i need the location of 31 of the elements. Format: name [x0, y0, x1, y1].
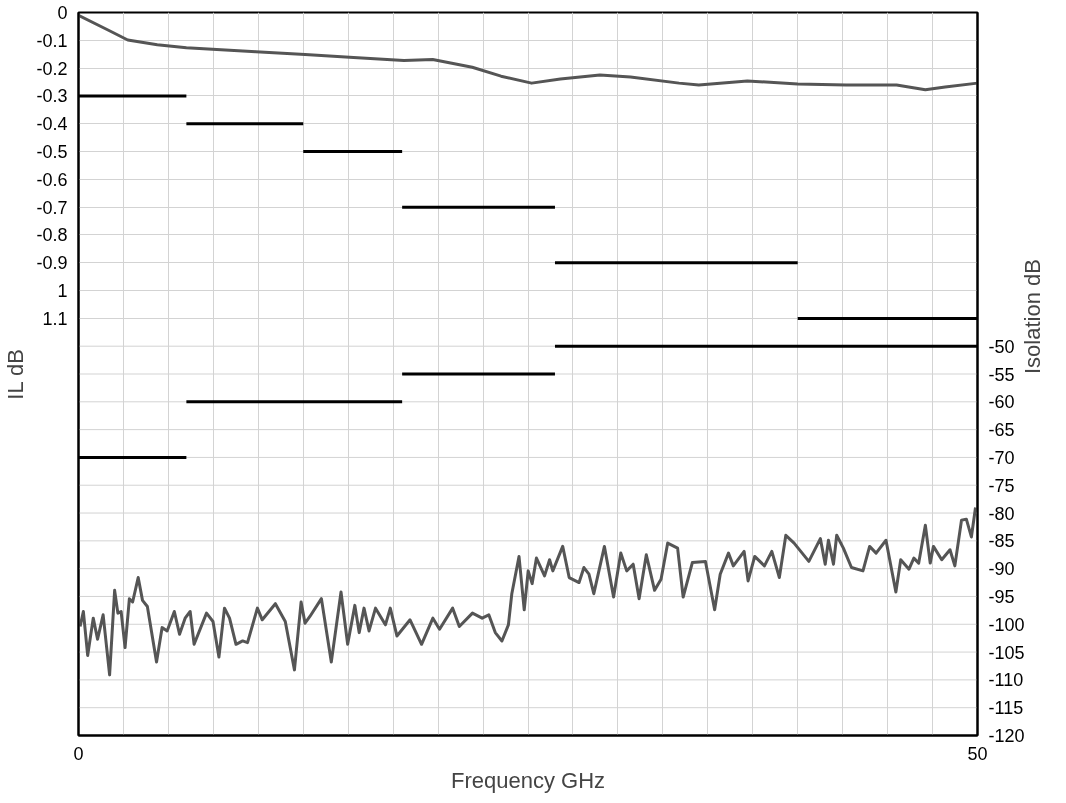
y2-tick-label: -80 — [988, 503, 1015, 524]
y2-tick-label: -60 — [988, 392, 1015, 413]
y-axis-title: IL dB — [3, 349, 29, 400]
y2-tick-label: -100 — [988, 614, 1025, 635]
y2-tick-label: -105 — [988, 642, 1025, 663]
x-axis-title: Frequency GHz — [450, 767, 606, 793]
y2-tick-label: -65 — [988, 420, 1015, 441]
y-tick-label: -0.6 — [36, 169, 68, 190]
y-tick-label: -0.4 — [36, 114, 68, 135]
y2-tick-label: -75 — [988, 475, 1015, 496]
y2-tick-label: -85 — [988, 531, 1015, 552]
y-tick-label: -0.8 — [36, 225, 68, 246]
y2-tick-label: -90 — [988, 559, 1015, 580]
y2-axis-title: Isolation dB — [1020, 259, 1046, 374]
y2-tick-label: -55 — [988, 364, 1015, 385]
y2-tick-label: -115 — [988, 698, 1024, 719]
y2-tick-label: -50 — [988, 336, 1015, 357]
y-tick-label: -0.2 — [36, 58, 68, 79]
x-tick-label: 50 — [967, 743, 988, 764]
y-tick-label: 1 — [57, 281, 68, 302]
y2-tick-label: -120 — [988, 726, 1025, 746]
y-tick-label: 1.1 — [42, 308, 68, 329]
y-tick-label: -0.7 — [36, 197, 68, 218]
y2-tick-label: -70 — [988, 447, 1015, 468]
y2-tick-label: -110 — [988, 670, 1024, 691]
y-tick-label: -0.1 — [36, 30, 68, 51]
y-tick-label: -0.9 — [36, 253, 68, 274]
y-tick-label: 0 — [57, 3, 68, 23]
y2-tick-label: -95 — [988, 586, 1015, 607]
y-tick-label: -0.5 — [36, 142, 68, 163]
y-tick-label: -0.3 — [36, 86, 68, 107]
